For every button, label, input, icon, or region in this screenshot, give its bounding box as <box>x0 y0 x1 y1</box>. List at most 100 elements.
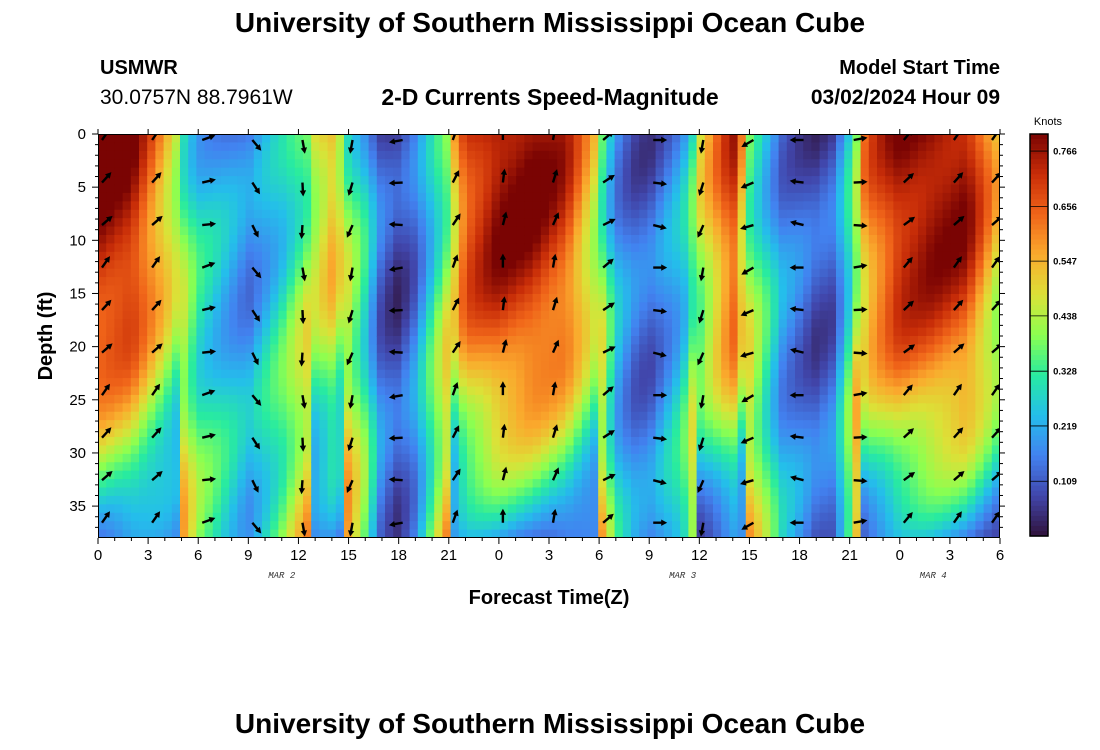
heatmap-cell <box>270 268 279 278</box>
heatmap-cell <box>171 504 181 514</box>
heatmap-cell <box>762 420 771 430</box>
heatmap-cell <box>122 361 132 371</box>
heatmap-cell <box>516 226 525 236</box>
heatmap-cell <box>327 437 337 447</box>
heatmap-cell <box>491 352 501 362</box>
heatmap-cell <box>631 386 640 396</box>
heatmap-cell <box>639 167 648 177</box>
heatmap-cell <box>672 445 681 455</box>
heatmap-cell <box>532 394 542 404</box>
heatmap-cell <box>934 386 944 396</box>
heatmap-cell <box>622 428 632 438</box>
heatmap-cell <box>942 251 952 261</box>
heatmap-cell <box>442 226 452 236</box>
heatmap-cell <box>557 420 566 430</box>
heatmap-cell <box>294 521 304 531</box>
heatmap-cell <box>745 487 755 497</box>
heatmap-cell <box>360 142 370 152</box>
heatmap-cell <box>893 192 903 202</box>
heatmap-cell <box>426 437 435 447</box>
heatmap-cell <box>672 134 681 144</box>
heatmap-cell <box>294 251 304 261</box>
heatmap-cell <box>885 437 894 447</box>
heatmap-cell <box>196 302 206 312</box>
heatmap-cell <box>401 293 411 303</box>
heatmap-cell <box>122 150 132 160</box>
heatmap-cell <box>368 361 378 371</box>
heatmap-cell <box>286 479 296 489</box>
heatmap-cell <box>262 394 271 404</box>
heatmap-cell <box>163 352 173 362</box>
heatmap-cell <box>376 344 386 354</box>
heatmap-cell <box>253 352 263 362</box>
heatmap-cell <box>598 184 607 194</box>
heatmap-cell <box>680 142 689 152</box>
heatmap-cell <box>606 487 616 497</box>
heatmap-cell <box>426 167 435 177</box>
heatmap-cell <box>155 386 165 396</box>
heatmap-cell <box>868 487 878 497</box>
heatmap-cell <box>672 184 681 194</box>
heatmap-cell <box>918 361 927 371</box>
heatmap-cell <box>417 344 427 354</box>
heatmap-cell <box>565 361 575 371</box>
heatmap-cell <box>631 437 640 447</box>
heatmap-cell <box>229 344 238 354</box>
heatmap-cell <box>639 134 648 144</box>
heatmap-cell <box>106 361 115 371</box>
heatmap-cell <box>942 226 952 236</box>
heatmap-cell <box>155 310 165 320</box>
heatmap-cell <box>885 504 894 514</box>
heatmap-cell <box>524 462 534 472</box>
heatmap-cell <box>934 260 944 270</box>
heatmap-cell <box>401 445 411 455</box>
heatmap-cell <box>860 512 870 522</box>
heatmap-cell <box>106 495 115 505</box>
heatmap-cell <box>180 437 189 447</box>
heatmap-cell <box>467 226 476 236</box>
heatmap-cell <box>557 277 566 287</box>
heatmap-cell <box>434 386 443 396</box>
heatmap-cell <box>581 134 591 144</box>
heatmap-cell <box>663 470 673 480</box>
heatmap-cell <box>606 369 616 379</box>
heatmap-cell <box>901 470 911 480</box>
heatmap-cell <box>417 176 427 186</box>
heatmap-cell <box>885 192 894 202</box>
heatmap-cell <box>729 529 739 538</box>
heatmap-cell <box>475 529 484 538</box>
heatmap-cell <box>229 167 238 177</box>
heatmap-cell <box>918 285 927 295</box>
heatmap-cell <box>663 235 673 245</box>
heatmap-cell <box>606 403 616 413</box>
heatmap-cell <box>877 235 886 245</box>
heatmap-cell <box>286 302 296 312</box>
heatmap-cell <box>155 302 165 312</box>
heatmap-cell <box>434 521 443 531</box>
heatmap-cell <box>467 285 476 295</box>
heatmap-cell <box>196 209 206 219</box>
heatmap-cell <box>483 411 493 421</box>
heatmap-cell <box>786 201 796 211</box>
heatmap-cell <box>114 487 124 497</box>
heatmap-cell <box>303 218 312 228</box>
heatmap-cell <box>631 184 640 194</box>
heatmap-cell <box>188 192 197 202</box>
heatmap-cell <box>188 327 197 337</box>
heatmap-cell <box>98 226 107 236</box>
heatmap-cell <box>327 302 337 312</box>
heatmap-cell <box>245 184 255 194</box>
heatmap-cell <box>245 159 255 169</box>
heatmap-cell <box>360 420 370 430</box>
heatmap-cell <box>237 201 247 211</box>
heatmap-cell <box>795 403 804 413</box>
heatmap-cell <box>311 209 320 219</box>
heatmap-cell <box>442 134 452 144</box>
heatmap-cell <box>819 361 829 371</box>
heatmap-cell <box>827 378 837 388</box>
heatmap-cell <box>335 428 345 438</box>
heatmap-cell <box>557 512 566 522</box>
heatmap-cell <box>803 386 812 396</box>
heatmap-cell <box>704 176 714 186</box>
heatmap-cell <box>696 462 706 472</box>
